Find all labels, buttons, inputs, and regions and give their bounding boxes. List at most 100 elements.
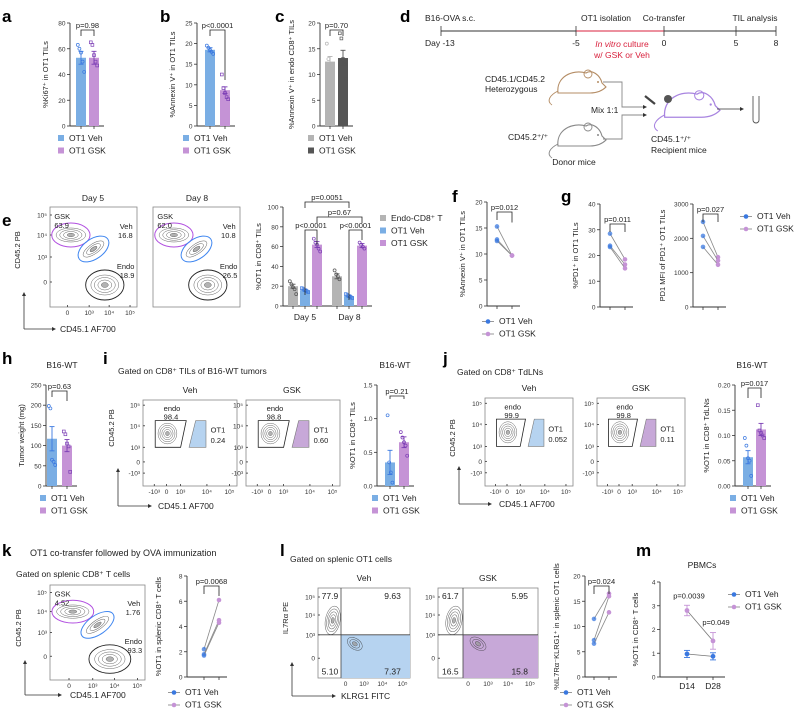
x-tick-label: D14 <box>679 681 695 691</box>
legend-swatch <box>183 135 189 141</box>
x-tick-label: 10⁴ <box>540 489 550 496</box>
legend-label: OT1 Veh <box>319 133 353 143</box>
x-tick-label: 10⁵ <box>525 681 535 688</box>
day-label: -5 <box>572 38 580 48</box>
data-point <box>744 443 749 448</box>
pair-line <box>203 599 220 650</box>
data-point <box>337 277 342 282</box>
data-point <box>387 460 392 465</box>
y-tick-label: 10³ <box>585 444 595 451</box>
population-contour <box>161 427 174 440</box>
x-tick-label: 10⁵ <box>328 489 338 496</box>
y-tick-label: -10³ <box>470 470 482 477</box>
x-tick-label: 10⁴ <box>652 489 662 496</box>
gate-label: OT1 <box>211 426 226 435</box>
y-tick-label: 0 <box>590 459 594 466</box>
x-tick-label: 0 <box>617 489 621 496</box>
data-point <box>684 651 690 657</box>
significance-bracket <box>316 216 363 223</box>
p-value: p=0.024 <box>588 577 615 586</box>
y-axis-label: %Annexin V⁺ in OT1 TILs <box>458 211 467 297</box>
y-tick-label: 0 <box>577 675 581 682</box>
y-tick-label: 10³ <box>306 632 316 639</box>
gate-value: 26.5 <box>223 271 238 280</box>
arrow-head <box>332 694 336 698</box>
flow-x-axis-label: CD45.1 AF700 <box>70 690 126 700</box>
quadrant-value: 9.63 <box>384 591 401 601</box>
gate-endo <box>188 269 228 301</box>
gate-veh <box>80 611 115 639</box>
bar <box>89 57 99 127</box>
data-point <box>316 246 321 251</box>
x-tick-label: 0 <box>66 310 70 317</box>
data-point <box>710 653 716 659</box>
gate-label: Endo <box>220 262 238 271</box>
x-tick-label: 10⁴ <box>202 489 212 496</box>
data-point <box>318 249 323 254</box>
population-contour <box>504 427 512 437</box>
y-axis-label: PD1 MFI of PD1⁺ OT1 TILs <box>658 209 667 301</box>
arrow-head <box>52 327 56 331</box>
population-contour <box>98 651 122 667</box>
data-point <box>51 459 56 464</box>
y-tick-label: 30 <box>588 227 596 234</box>
y-tick-label: 20 <box>588 253 596 260</box>
legend-label: OT1 GSK <box>194 146 231 156</box>
gate-gsk <box>51 599 95 624</box>
y-axis-label: Tumor weight (mg) <box>17 404 26 467</box>
legend-marker <box>485 331 491 337</box>
y-tick-label: 20 <box>58 98 66 105</box>
y-tick-label: 10⁵ <box>584 401 594 408</box>
gate-value: 1.76 <box>126 608 141 617</box>
population-contour <box>614 425 626 439</box>
x-tick-label: Day 5 <box>294 312 316 322</box>
legend-marker <box>563 690 569 695</box>
gate-label: GSK <box>157 212 173 221</box>
bar <box>357 245 367 306</box>
y-tick-label: 15 <box>475 226 483 233</box>
pair-line <box>609 245 626 265</box>
legend-swatch <box>372 495 378 501</box>
tumor-icon <box>664 95 672 103</box>
gate-ot1 <box>639 418 657 447</box>
gate-ot1 <box>188 420 207 448</box>
arrow-head <box>22 292 26 296</box>
data-point <box>289 282 294 287</box>
data-point <box>63 432 68 437</box>
gate-gsk <box>154 222 194 248</box>
gate-value: 4.52 <box>55 598 70 607</box>
p-value: p=0.63 <box>48 382 71 391</box>
legend-label: OT1 Veh <box>741 493 775 503</box>
pair-line <box>702 246 719 266</box>
population-contour <box>64 608 82 616</box>
population-contour <box>197 277 219 293</box>
x-tick-label: 0 <box>505 489 509 496</box>
population-contour <box>448 611 460 630</box>
population-contour <box>327 611 338 630</box>
data-point <box>221 86 226 90</box>
mix-label: Mix 1:1 <box>591 105 619 115</box>
data-point <box>80 59 85 64</box>
title-i-title: Gated on CD8⁺ TILs of B16-WT tumors <box>118 366 267 376</box>
pair-line <box>203 620 220 655</box>
data-point <box>82 70 87 74</box>
y-tick-label: 10⁴ <box>584 422 594 429</box>
legend-marker <box>485 319 491 324</box>
population-contour <box>82 240 105 258</box>
arrow-head <box>290 662 294 666</box>
data-point <box>90 43 95 47</box>
population-contour <box>347 637 363 651</box>
gate-label: OT1 <box>314 426 329 435</box>
y-tick-label: 0 <box>478 459 482 466</box>
event-label: TIL analysis <box>732 13 777 23</box>
y-tick-label: 10 <box>588 279 596 286</box>
y-tick-label: 0 <box>685 305 689 312</box>
pair-line <box>203 622 220 656</box>
data-point-gsk <box>606 610 612 615</box>
population-contour <box>352 641 358 647</box>
mouse-recipient-icon <box>654 90 721 132</box>
population-contour <box>162 229 186 241</box>
y-tick-label: 5 <box>577 649 581 656</box>
population-contour <box>89 618 106 631</box>
y-tick-label: 150 <box>31 423 42 430</box>
